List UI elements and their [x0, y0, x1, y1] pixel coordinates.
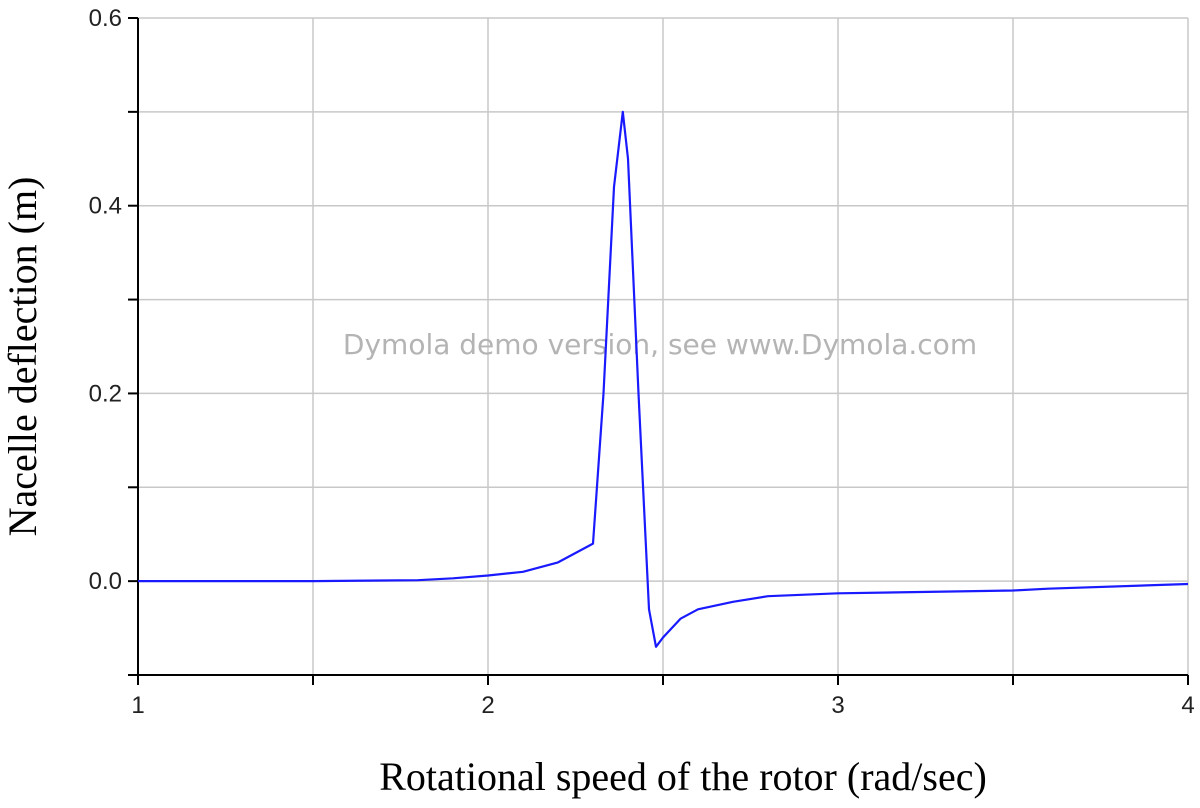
x-tick-label: 4 [1181, 692, 1194, 719]
y-tick-label: 0.2 [89, 380, 122, 407]
x-tick-label: 3 [831, 692, 844, 719]
series-layer [138, 110, 1189, 648]
y-tick-label: 0.4 [89, 193, 122, 220]
x-tick-label: 2 [481, 692, 494, 719]
grid-lines [138, 17, 1189, 675]
watermark-text: Dymola demo version, see www.Dymola.com [343, 328, 977, 361]
x-axis-title: Rotational speed of the rotor (rad/sec) [379, 754, 987, 799]
x-tick-label: 1 [131, 692, 144, 719]
series-line [138, 110, 1189, 648]
axes [128, 17, 1189, 685]
tick-labels: 1 2 3 4 0.0 0.2 0.4 0.6 [89, 5, 1195, 719]
y-tick-label: 0.6 [89, 5, 122, 32]
y-axis-title: Nacelle deflection (m) [0, 177, 45, 537]
y-tick-label: 0.0 [89, 568, 122, 595]
